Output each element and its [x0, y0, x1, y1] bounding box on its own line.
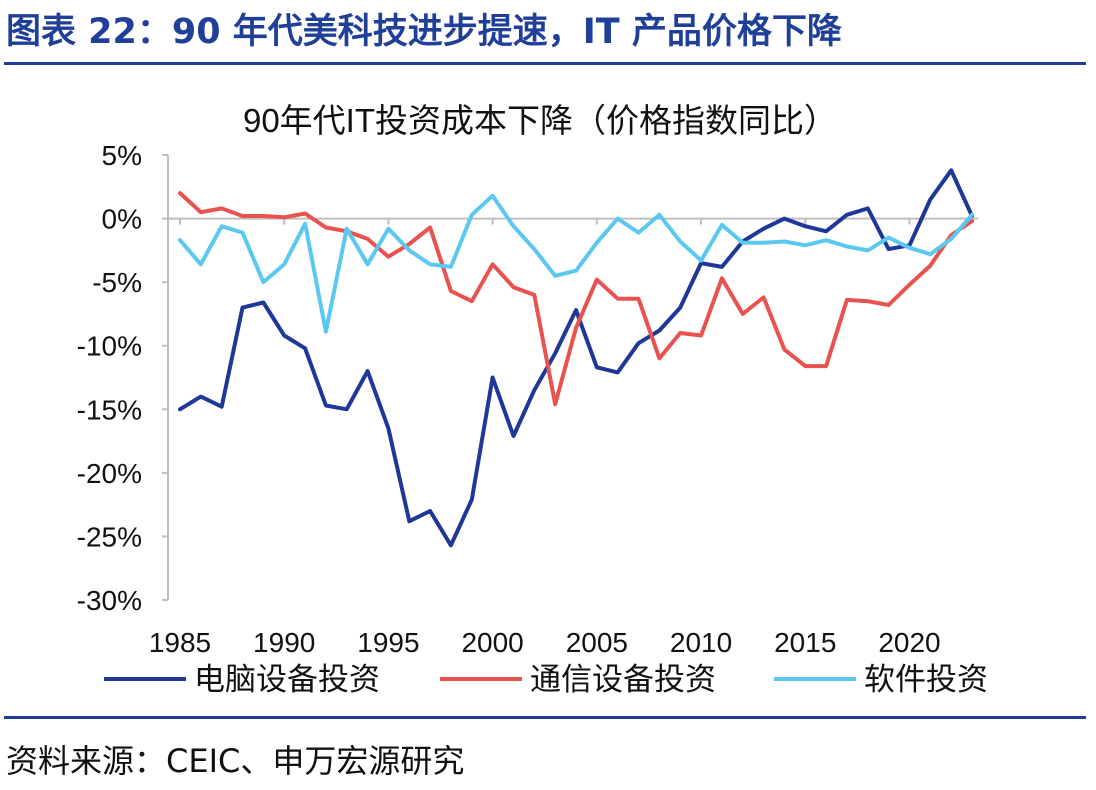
y-tick-label: -25%: [77, 521, 142, 552]
y-tick-label: -20%: [77, 458, 142, 489]
legend-label: 电脑设备投资: [194, 662, 380, 697]
legend-label: 软件投资: [864, 662, 988, 697]
x-tick-label: 2000: [461, 627, 523, 658]
footer-rule: [4, 716, 1086, 719]
y-tick-label: -10%: [77, 331, 142, 362]
x-tick-label: 1995: [357, 627, 419, 658]
x-tick-label: 1985: [149, 627, 211, 658]
y-tick-label: -30%: [77, 585, 142, 616]
x-axis: 1985 1990 1995 2000 2005 2010 2015 2020: [149, 217, 978, 658]
x-tick-label: 2020: [878, 627, 940, 658]
series-line-0: [178, 168, 974, 548]
series-group: [178, 168, 974, 548]
legend: 电脑设备投资 通信设备投资 软件投资: [104, 662, 988, 697]
source-note: 资料来源：CEIC、申万宏源研究: [6, 742, 465, 780]
series-line-1: [178, 191, 974, 407]
x-tick-label: 2010: [670, 627, 732, 658]
legend-label: 通信设备投资: [530, 662, 716, 697]
x-tick-label: 1990: [253, 627, 315, 658]
chart-title: 90年代IT投资成本下降（价格指数同比）: [243, 102, 837, 139]
x-tick-label: 2005: [566, 627, 628, 658]
series-line-2: [178, 193, 974, 334]
y-tick-label: -15%: [77, 394, 142, 425]
y-axis: 5% 0% -5% -10% -15% -20% -25% -30%: [77, 140, 169, 616]
y-tick-label: 5%: [102, 140, 142, 171]
x-tick-label: 2015: [774, 627, 836, 658]
y-tick-label: 0%: [102, 204, 142, 235]
y-tick-label: -5%: [92, 267, 142, 298]
figure-title: 图表 22：90 年代美科技进步提速，IT 产品价格下降: [6, 12, 842, 52]
title-rule: [4, 62, 1086, 65]
price-index-chart: 90年代IT投资成本下降（价格指数同比） 5% 0% -5% -10% -15% -20%…: [77, 102, 988, 697]
